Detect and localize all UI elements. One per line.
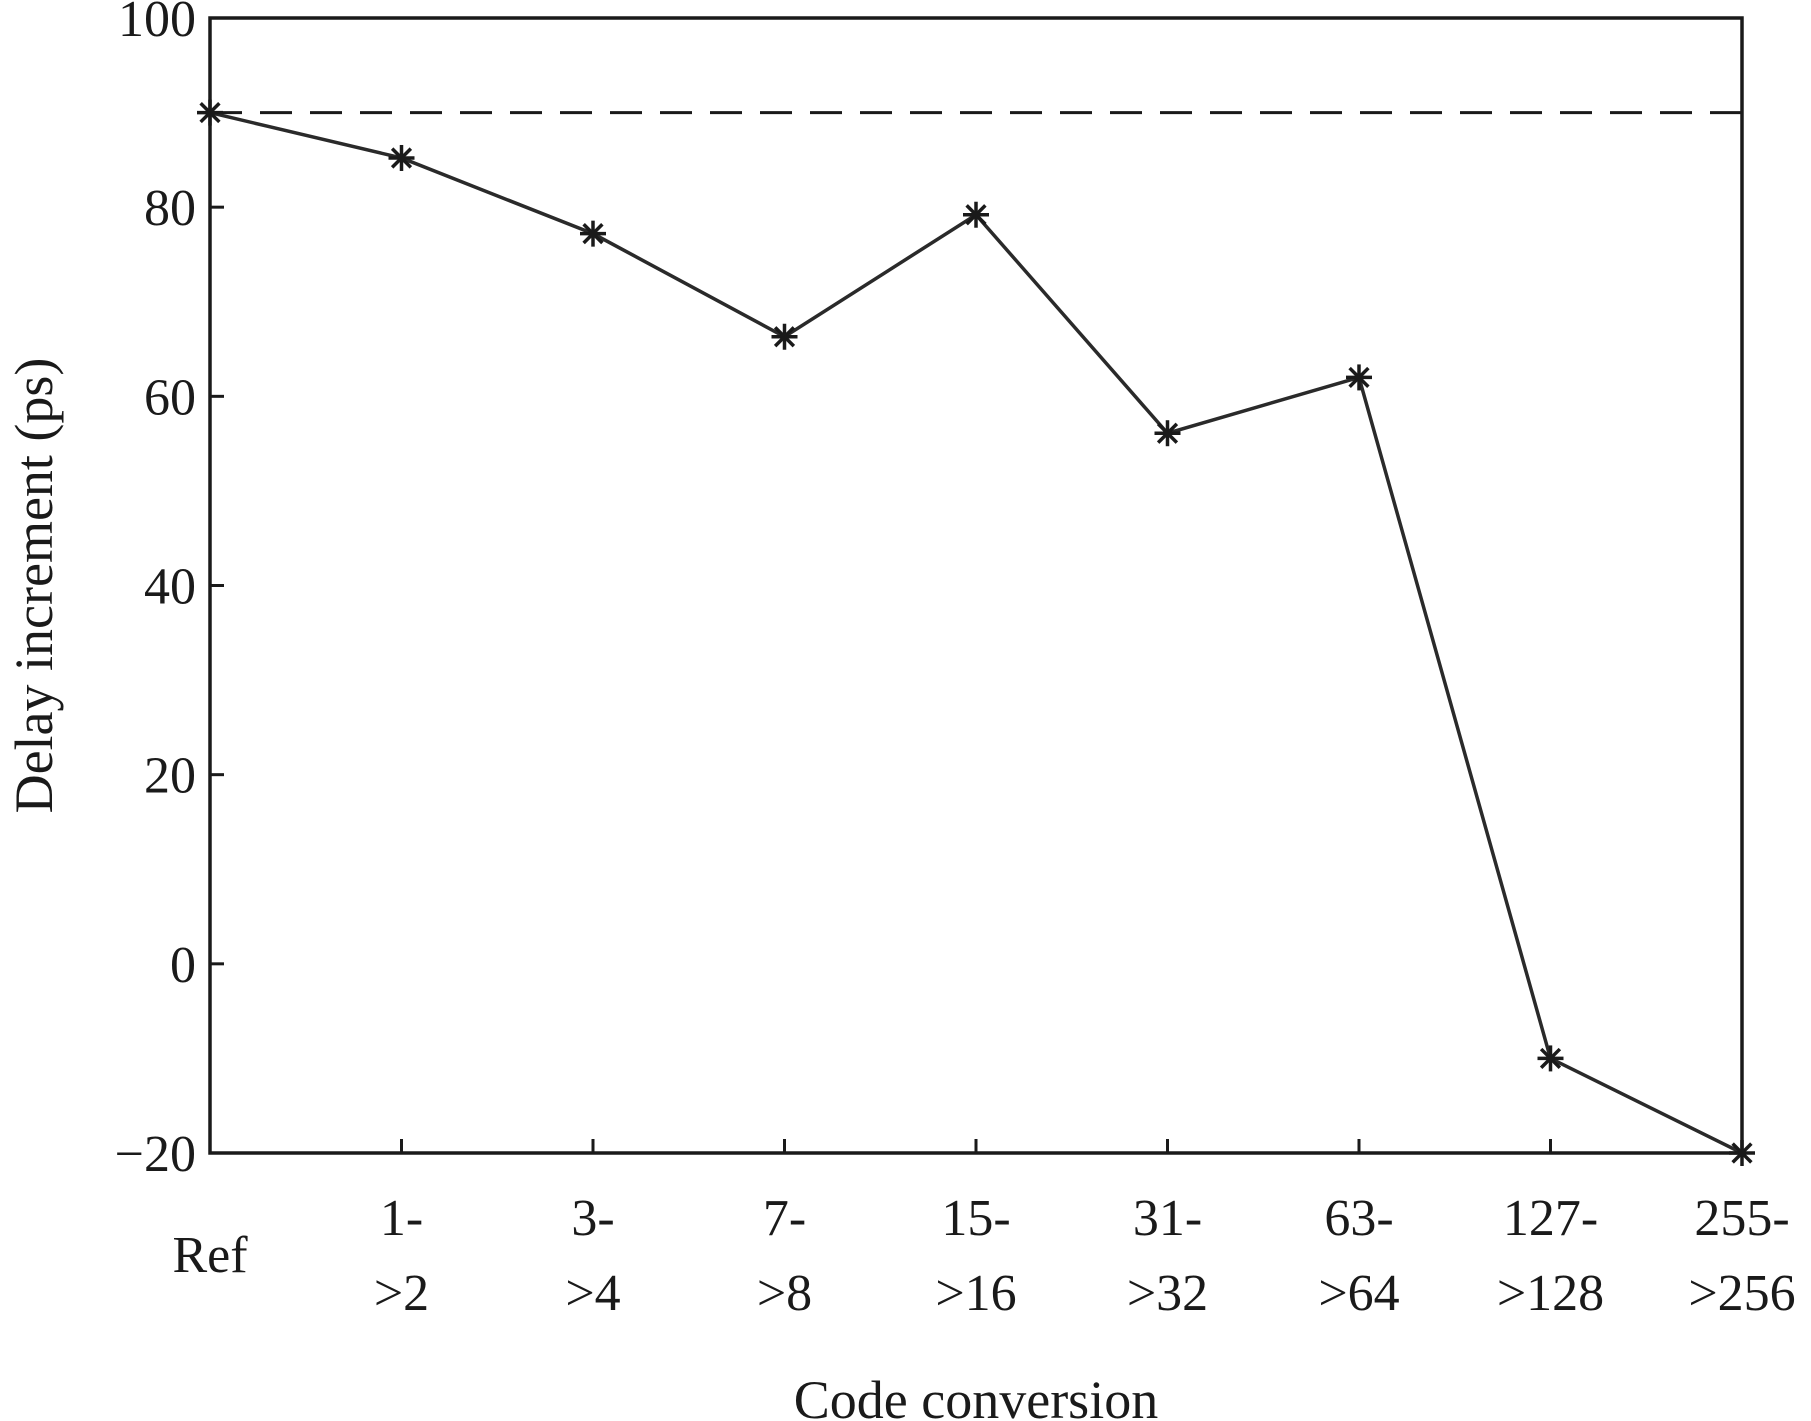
x-tick-label: >8 — [757, 1265, 812, 1322]
x-tick-label: 63- — [1324, 1190, 1393, 1247]
y-tick-label: 100 — [118, 0, 196, 48]
x-tick-label: >128 — [1497, 1265, 1604, 1322]
x-tick-label: >2 — [374, 1265, 429, 1322]
x-axis-ticks: Ref 1- >2 3- >4 7- >8 15- >16 31- >32 63- >64 127- >12… — [172, 1139, 1796, 1322]
x-tick-label: Ref — [172, 1227, 248, 1284]
x-tick-label: 15- — [941, 1190, 1010, 1247]
series-line — [209, 110, 1743, 1155]
x-tick-label: >256 — [1688, 1265, 1795, 1322]
data-point — [580, 220, 606, 247]
x-tick-label: >16 — [935, 1265, 1016, 1322]
plot-frame — [208, 16, 1744, 1155]
y-axis-ticks: −20 0 20 40 60 80 100 — [115, 0, 224, 1183]
y-tick-label: 20 — [144, 748, 196, 805]
x-tick-label: >4 — [565, 1265, 620, 1322]
data-point — [771, 323, 798, 350]
x-tick-label: 3- — [571, 1190, 614, 1247]
data-point — [1537, 1045, 1564, 1072]
data-point — [1154, 420, 1181, 447]
data-point — [963, 201, 989, 228]
data-point — [388, 144, 415, 171]
x-tick-label: 1- — [380, 1190, 423, 1247]
x-axis-title: Code conversion — [794, 1370, 1158, 1421]
x-tick-label: >64 — [1318, 1265, 1399, 1322]
data-markers — [197, 99, 1755, 1166]
y-tick-label: −20 — [115, 1126, 196, 1183]
x-tick-label: 127- — [1503, 1190, 1598, 1247]
y-tick-label: 0 — [170, 937, 196, 994]
x-tick-label: 7- — [763, 1190, 806, 1247]
x-tick-label: >32 — [1127, 1265, 1208, 1322]
data-point — [1346, 364, 1372, 391]
y-tick-label: 80 — [144, 180, 196, 237]
y-tick-label: 40 — [144, 559, 196, 616]
x-tick-label: 255- — [1694, 1190, 1789, 1247]
y-tick-label: 60 — [144, 369, 196, 426]
y-axis-title: Delay increment (ps) — [4, 358, 64, 814]
x-tick-label: 31- — [1133, 1190, 1202, 1247]
